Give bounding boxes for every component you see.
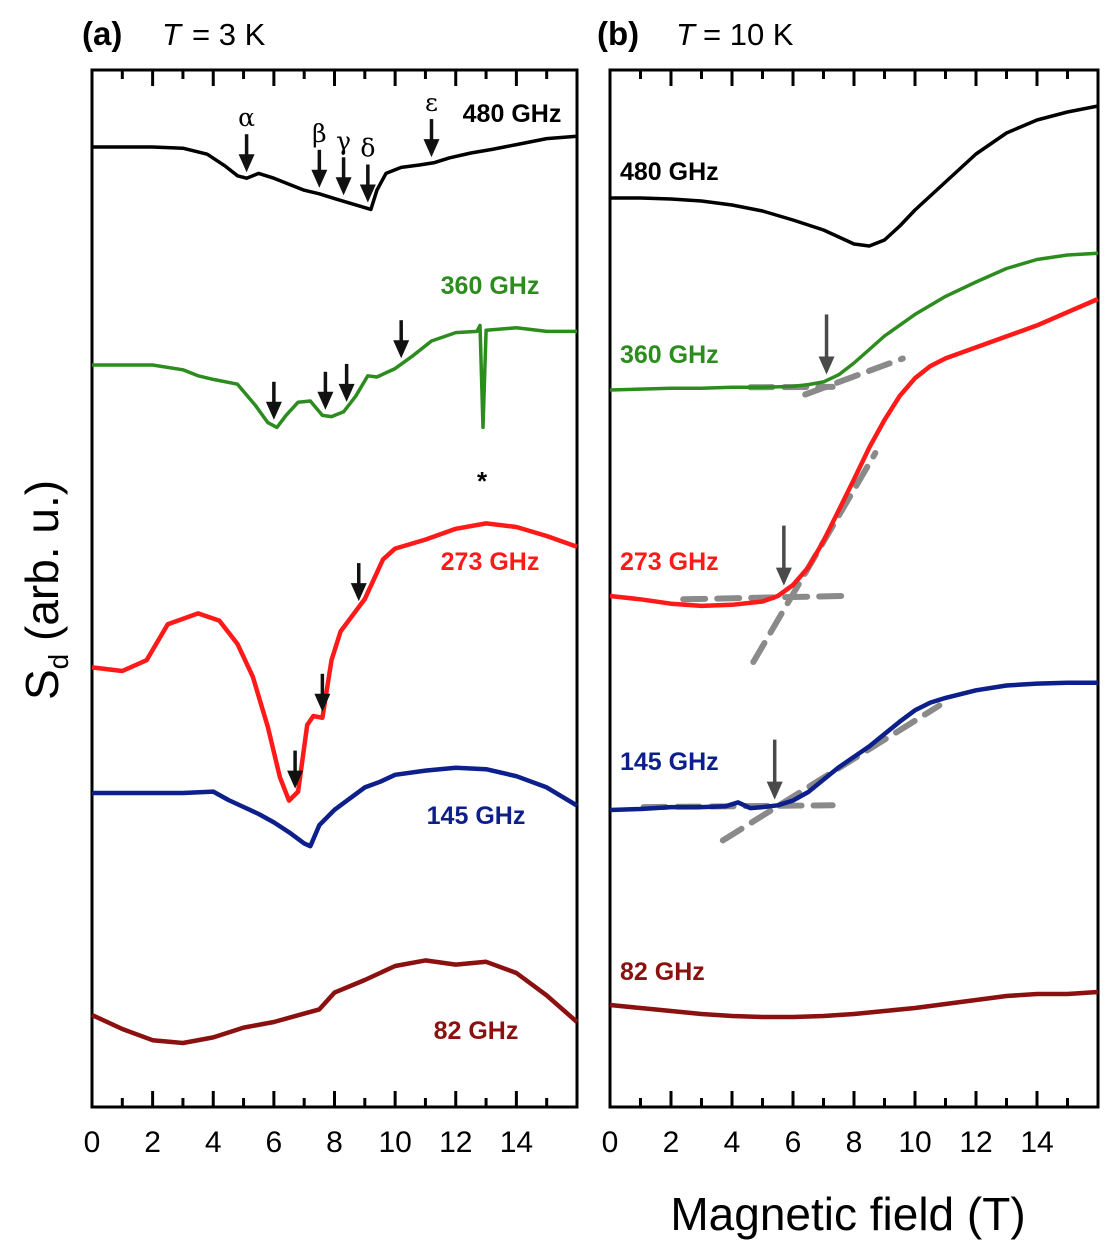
arrow-label-4: δ [360, 134, 375, 163]
x-tick-label-10-panel-a: 10 [378, 1126, 411, 1159]
panel-b-temp-value: = 10 K [703, 17, 794, 52]
y-axis-label-main: S [16, 669, 68, 700]
x-tick-label-4-panel-a: 4 [205, 1126, 222, 1159]
panel-a-temp-symbol: T [162, 17, 183, 52]
arrow-head [338, 383, 355, 402]
arrow-label-3: γ [336, 126, 351, 155]
x-tick-label-6-panel-b: 6 [785, 1126, 802, 1159]
x-tick-label-0-panel-a: 0 [84, 1126, 101, 1159]
arrow-marker-a-12 [350, 563, 367, 602]
series-label-480-ghz-panel-a: 480 GHz [463, 100, 562, 128]
arrow-marker-a-10 [287, 750, 304, 789]
series-layer [91, 104, 1099, 1046]
series-line-145-ghz-panel-a [92, 765, 579, 849]
x-tick-label-10-panel-b: 10 [898, 1126, 931, 1159]
arrow-marker-a-4: δ [359, 134, 376, 203]
guide-line-3 [680, 593, 845, 603]
arrow-head [818, 356, 835, 375]
y-axis-label-sub: d [43, 654, 74, 670]
series-line-480-ghz-panel-b [610, 104, 1099, 248]
x-tick-label-12-panel-b: 12 [959, 1126, 992, 1159]
arrow-head [335, 177, 352, 196]
arrow-marker-a-9 [393, 320, 410, 359]
x-tick-label-2-panel-b: 2 [663, 1126, 680, 1159]
arrow-label-1: α [238, 103, 255, 132]
arrow-marker-b-2 [775, 525, 792, 586]
arrow-marker-a-11 [314, 673, 331, 712]
arrow-marker-a-8 [338, 363, 355, 402]
arrow-marker-a-5: ε [423, 88, 440, 158]
x-tick-label-12-panel-a: 12 [439, 1126, 472, 1159]
x-tick-label-0-panel-b: 0 [602, 1126, 619, 1159]
arrow-head [265, 401, 282, 420]
x-tick-label-14-panel-b: 14 [1020, 1126, 1053, 1159]
arrow-marker-a-6 [265, 381, 282, 420]
arrow-head [766, 781, 783, 800]
series-label-145-ghz-panel-a: 145 GHz [427, 802, 526, 830]
guide-line-6 [719, 702, 943, 844]
x-tick-label-6-panel-a: 6 [266, 1126, 283, 1159]
arrow-marker-b-1 [818, 314, 835, 375]
arrow-head [311, 169, 328, 188]
panel-a-temp-value: = 3 K [192, 17, 266, 52]
ticks-layer: 0 2 4 6 8 10 12 14 0 2 4 6 8 10 12 14 [84, 70, 1069, 1159]
x-tick-label-8-panel-b: 8 [846, 1126, 863, 1159]
x-tick-label-14-panel-a: 14 [500, 1126, 533, 1159]
series-label-480-ghz-panel-b: 480 GHz [620, 158, 719, 186]
arrow-label-2: β [312, 119, 326, 148]
arrows-layer: α β γ δ ε [238, 88, 835, 800]
arrow-marker-a-2: β [311, 119, 328, 188]
series-line-82-ghz-panel-b [609, 989, 1099, 1020]
arrow-head [287, 770, 304, 789]
arrow-head [775, 567, 792, 586]
series-label-82-ghz-panel-a: 82 GHz [434, 1017, 519, 1045]
arrow-label-5: ε [425, 88, 438, 117]
arrow-head [423, 139, 440, 158]
series-label-82-ghz-panel-b: 82 GHz [620, 958, 705, 986]
series-label-360-ghz-panel-a: 360 GHz [441, 272, 540, 300]
series-label-273-ghz-panel-b: 273 GHz [620, 548, 719, 576]
series-labels-layer: 480 GHz 360 GHz 273 GHz 145 GHz 82 GHz 480 GH… [427, 100, 719, 1045]
panel-a-frame [90, 68, 579, 1109]
series-line-145-ghz-panel-b [609, 680, 1098, 813]
x-axis-label: Magnetic field (T) [670, 1188, 1025, 1240]
series-line-273-ghz-panel-a [91, 521, 578, 803]
spike-asterisk: * [477, 466, 488, 496]
series-line-273-ghz-panel-b [609, 296, 1099, 609]
panel-a-label: (a) [82, 15, 122, 52]
series-label-145-ghz-panel-b: 145 GHz [620, 748, 719, 776]
arrow-head [359, 184, 376, 203]
panel-b-label: (b) [597, 15, 639, 52]
x-tick-label-8-panel-a: 8 [326, 1126, 343, 1159]
series-line-82-ghz-panel-a [91, 958, 579, 1046]
arrow-marker-a-7 [317, 371, 334, 410]
arrow-head [350, 583, 367, 602]
series-line-360-ghz-panel-a [92, 323, 577, 430]
series-label-273-ghz-panel-a: 273 GHz [441, 548, 540, 576]
arrow-head [314, 693, 331, 712]
y-axis-label: Sd (arb. u.) [16, 480, 74, 700]
arrow-head [238, 154, 255, 173]
panel-b-frame [608, 68, 1100, 1109]
arrow-marker-a-1: α [238, 103, 255, 173]
x-tick-label-4-panel-b: 4 [724, 1126, 741, 1159]
y-axis-label-rest: (arb. u.) [16, 480, 68, 654]
series-line-360-ghz-panel-b [609, 251, 1099, 392]
arrow-head [317, 391, 334, 410]
panel-b-temp-symbol: T [676, 17, 697, 52]
guide-line-2 [802, 355, 906, 398]
series-label-360-ghz-panel-b: 360 GHz [620, 341, 719, 369]
arrow-head [393, 340, 410, 359]
series-line-480-ghz-panel-a [92, 134, 578, 212]
x-tick-label-2-panel-a: 2 [144, 1126, 161, 1159]
arrow-marker-a-3: γ [335, 126, 352, 196]
arrow-marker-b-3 [766, 739, 783, 800]
